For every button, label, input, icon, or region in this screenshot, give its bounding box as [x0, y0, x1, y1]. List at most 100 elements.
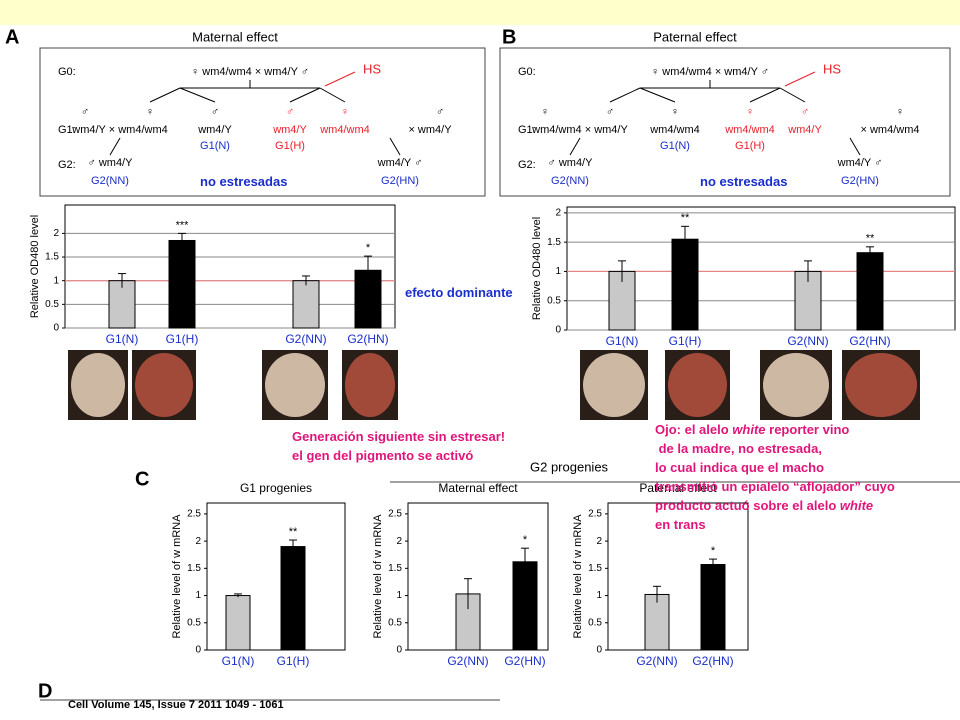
y-axis-label: Relative level of w mRNA [171, 514, 183, 639]
pedigree-label: G0: [58, 66, 76, 78]
panel-letter: D [38, 680, 52, 702]
y-tick-label: 1 [396, 590, 402, 601]
pedigree-label: ♀ [746, 106, 754, 118]
y-tick-label: 1.5 [588, 563, 602, 574]
y-axis-label: Relative level of w mRNA [572, 514, 584, 639]
pedigree-label: G1: [58, 124, 76, 136]
pedigree-label: ♂ wm4/Y [548, 157, 594, 169]
x-tick-label: G1(H) [166, 332, 199, 346]
y-tick-label: 2.5 [187, 509, 201, 520]
y-tick-label: 1.5 [547, 237, 561, 248]
pedigree-label: wm4/wm4 [319, 124, 370, 136]
pedigree-label: G1: [518, 124, 536, 136]
eye [265, 353, 325, 417]
y-tick-label: 2 [396, 536, 402, 547]
ojo-line: Ojo: el alelo white reporter vino [655, 420, 895, 439]
ojo-text: de la madre, no estresada, [655, 441, 822, 456]
x-tick-label: G2(NN) [285, 332, 326, 346]
ojo-text: lo cual indica que el macho [655, 460, 825, 475]
pedigree-label: wm4/wm4 [724, 124, 775, 136]
significance: *** [176, 219, 190, 231]
ojo-text: Ojo: el alelo [655, 422, 733, 437]
pedigree-line [319, 87, 346, 103]
pedigree-label: ♂ [606, 106, 614, 118]
chart-title: Paternal effect [639, 481, 717, 495]
x-tick-label: G1(H) [669, 334, 702, 348]
pedigree-line [784, 71, 816, 87]
significance: ** [289, 526, 298, 538]
pedigree-label: G2: [58, 159, 76, 171]
pedigree-label: ♂ [81, 106, 89, 118]
bar [671, 238, 699, 331]
y-tick-label: 0 [195, 645, 201, 656]
eye [845, 353, 917, 417]
pedigree-label: wm4/Y [197, 124, 232, 136]
x-tick-label: G1(N) [106, 332, 139, 346]
pedigree-line [609, 87, 641, 103]
ojo-line: producto actuó sobre el alelo white [655, 496, 895, 515]
eye [345, 353, 395, 417]
pedigree-title: Paternal effect [653, 29, 737, 44]
pedigree-label: wm4/wm4 × wm4/Y [531, 124, 628, 136]
pedigree-label: ♀ wm4/wm4 × wm4/Y ♂ [191, 66, 309, 78]
y-tick-label: 0.5 [588, 617, 602, 628]
pedigree-label: G1(H) [735, 140, 765, 152]
pedigree-label: G2(HN) [381, 175, 419, 187]
pedigree-label: wm4/Y [787, 124, 822, 136]
x-tick-label: G2(HN) [347, 332, 388, 346]
eye [583, 353, 645, 417]
plot-frame [206, 502, 346, 651]
bar [644, 593, 670, 651]
y-tick-label: 0 [53, 323, 59, 334]
x-tick-label: G2(HN) [849, 334, 890, 348]
note: Generación siguiente sin estresar! [292, 429, 506, 444]
pedigree-label: wm4/wm4 [649, 124, 700, 136]
significance: * [711, 545, 716, 557]
ojo-line: lo cual indica que el macho [655, 458, 895, 477]
top-band [0, 0, 960, 25]
bar [856, 252, 884, 331]
pedigree-label: ♀ [146, 106, 154, 118]
pedigree-label: G2: [518, 159, 536, 171]
pedigree-label: × wm4/Y [408, 124, 452, 136]
eye [668, 353, 727, 417]
pedigree-label: HS [363, 61, 381, 76]
pedigree-label: G2(NN) [551, 175, 589, 187]
pedigree-label: G2(NN) [91, 175, 129, 187]
bar [108, 280, 136, 329]
x-tick-label: G1(N) [606, 334, 639, 348]
pedigree-line [289, 87, 321, 103]
note: no estresadas [700, 174, 788, 189]
pedigree-label: ♂ [801, 106, 809, 118]
y-tick-label: 0.5 [187, 617, 201, 628]
pedigree-line [749, 87, 781, 103]
ojo-text: en trans [655, 517, 706, 532]
note: no estresadas [200, 174, 288, 189]
pedigree-label: G1(N) [660, 140, 690, 152]
y-tick-label: 2 [596, 536, 602, 547]
pedigree-label: ♀ [341, 106, 349, 118]
pedigree-label: G1(H) [275, 140, 305, 152]
ojo-text: white [839, 498, 874, 513]
bar [225, 595, 251, 651]
x-tick-label: G1(N) [222, 654, 255, 668]
ojo-text: transmitió un epialelo “aflojador” cuyo [655, 479, 895, 494]
pedigree-line [324, 71, 356, 87]
pedigree-label: ♂ [211, 106, 219, 118]
pedigree-label: wm4/Y ♂ [837, 157, 883, 169]
ojo-text: producto actuó sobre el alelo [655, 498, 840, 513]
ojo-line: en trans [655, 515, 895, 534]
pedigree-label: wm4/Y ♂ [377, 157, 423, 169]
panel-letter: A [5, 26, 19, 48]
significance: ** [866, 233, 875, 245]
y-tick-label: 0.5 [388, 617, 402, 628]
y-tick-label: 2.5 [388, 509, 402, 520]
eye [135, 353, 193, 417]
y-tick-label: 0 [596, 645, 602, 656]
x-tick-label: G2(HN) [504, 654, 545, 668]
note: efecto dominante [405, 285, 513, 300]
significance: * [366, 242, 371, 254]
y-tick-label: 1 [195, 590, 201, 601]
pedigree-line [149, 87, 181, 103]
